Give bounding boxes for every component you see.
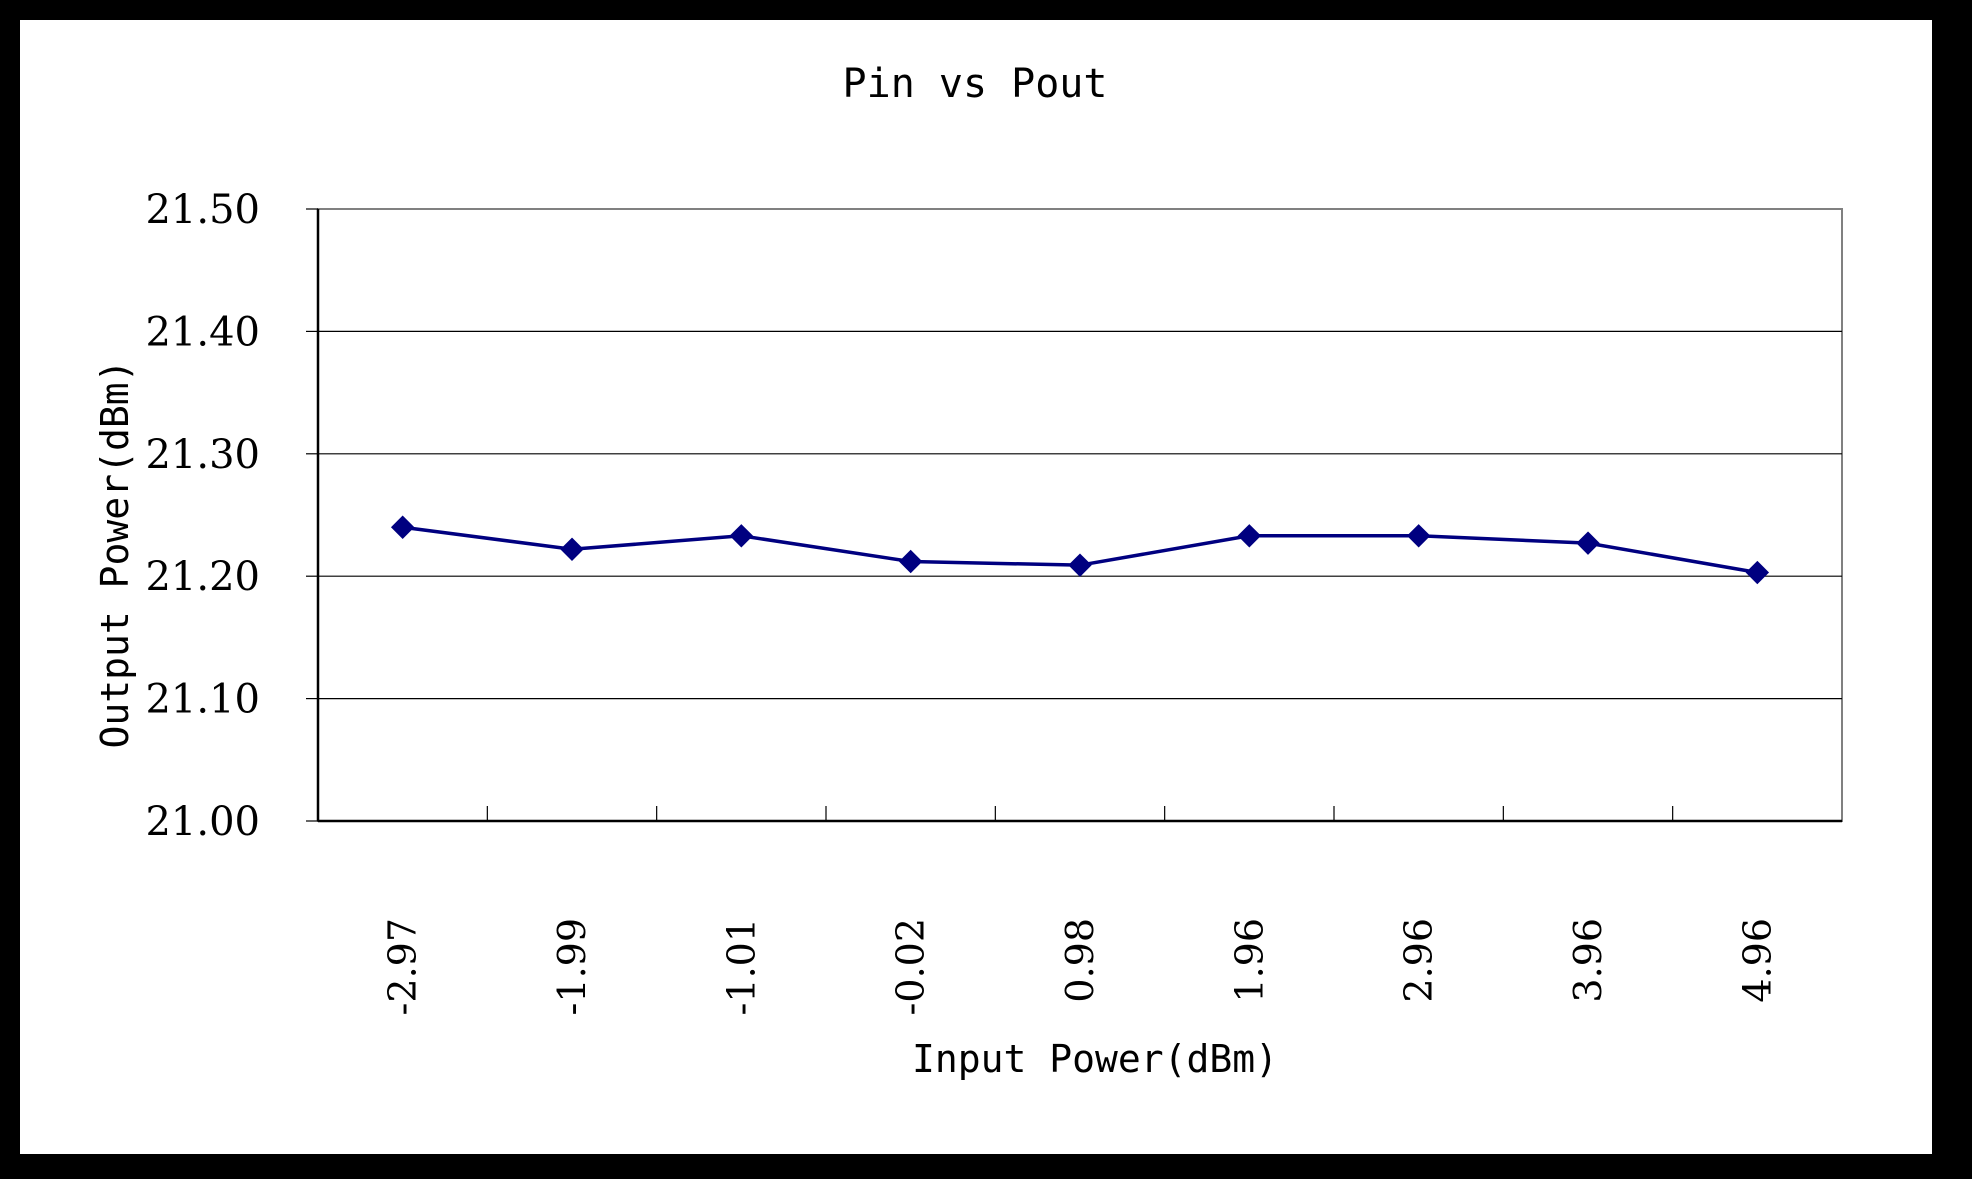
y-axis-title: Output Power(dBm) [93, 360, 137, 749]
x-tick-label: -1.99 [550, 918, 594, 1015]
data-point-marker [898, 549, 923, 574]
data-point-marker [729, 524, 754, 548]
data-point-marker [560, 537, 584, 561]
chart-frame: Pin vs Pout 21.00 21.10 21.20 21.30 21.40 21.… [20, 20, 1932, 1154]
y-tick-label: 21.50 [145, 187, 260, 233]
y-tick-label: 21.40 [145, 309, 260, 355]
data-point-marker [1237, 524, 1262, 548]
y-tick-label: 21.10 [145, 677, 260, 723]
plot-area: 21.00 21.10 21.20 21.30 21.40 21.50 -2.97 -1.99… [145, 187, 1843, 1015]
data-point-marker [1576, 531, 1600, 555]
y-tick-label: 21.20 [145, 554, 260, 600]
x-tick-label: 2.96 [1397, 918, 1441, 1003]
x-tick-label: 1.96 [1227, 918, 1271, 1003]
x-axis-title: Input Power(dBm) [912, 1037, 1278, 1081]
data-point-marker [1068, 553, 1092, 577]
x-tick-label: -0.02 [889, 918, 933, 1015]
data-point-marker [1406, 524, 1431, 548]
x-tick-label: -1.01 [719, 918, 763, 1015]
x-tick-label: 3.96 [1566, 918, 1610, 1003]
chart-title: Pin vs Pout [843, 61, 1108, 107]
line-chart: Pin vs Pout 21.0021.1021.2021.3021.4021.… [93, 61, 1843, 1081]
x-tick-label: 0.98 [1058, 918, 1102, 1003]
data-point-marker [1745, 560, 1770, 585]
y-tick-label: 21.30 [145, 432, 260, 478]
x-tick-label: 4.96 [1735, 918, 1779, 1003]
y-tick-label: 21.00 [145, 799, 260, 845]
data-point-marker [390, 515, 415, 539]
plot-border [317, 208, 1843, 822]
x-tick-label: -2.97 [381, 918, 425, 1015]
